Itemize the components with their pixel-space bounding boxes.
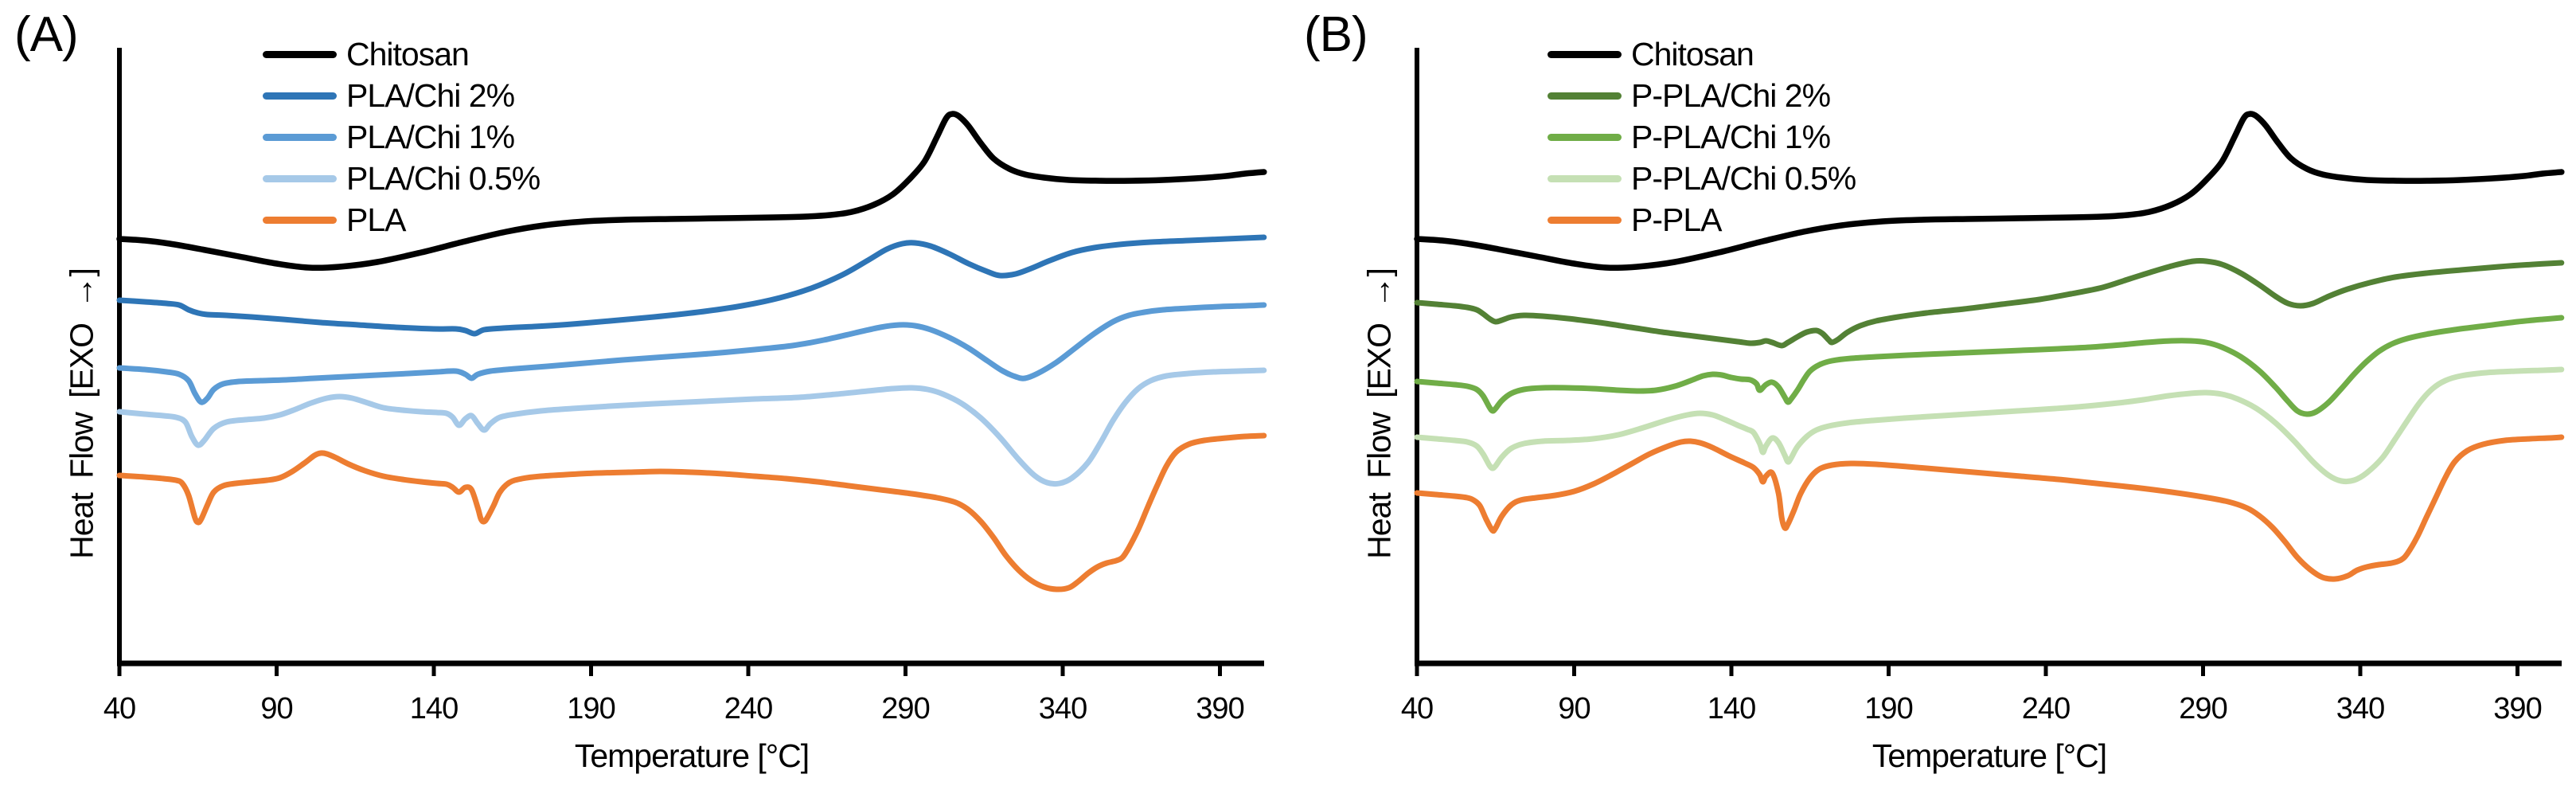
panel-a-legend: Chitosan PLA/Chi 2% PLA/Chi 1% PLA/Chi 0.5%… xyxy=(263,33,541,240)
legend-swatch xyxy=(263,92,337,100)
legend-swatch xyxy=(263,50,337,58)
legend-label: Chitosan xyxy=(346,35,470,72)
panel-a-x-axis-title: Temperature [°C] xyxy=(574,737,810,774)
panel-b-legend: Chitosan P-PLA/Chi 2% P-PLA/Chi 1% P-PLA/Ch… xyxy=(1548,33,1856,240)
legend-swatch xyxy=(1548,216,1622,224)
panel-b-x-tick-label: 240 xyxy=(2022,692,2070,725)
panel-b-x-tick-label: 190 xyxy=(1864,692,1912,725)
legend-item: PLA/Chi 1% xyxy=(263,116,540,158)
panel-b-x-tick-label: 290 xyxy=(2179,692,2227,725)
panel-b-curve-p-pla-chi-1- xyxy=(1414,315,2565,417)
panel-a-curve-chitosan xyxy=(116,111,1267,272)
panel-b-x-tick-label: 340 xyxy=(2336,692,2384,725)
panel-a-x-tick-label: 140 xyxy=(410,692,458,725)
legend-item: PLA xyxy=(263,199,540,240)
legend-label: PLA/Chi 0.5% xyxy=(346,159,541,197)
legend-item: P-PLA/Chi 1% xyxy=(1548,116,1856,158)
panel-b-curve-p-pla-chi-0-5- xyxy=(1414,366,2565,485)
panel-b-plot-group: 40 90 140 190 240 290 340 390 xyxy=(1401,48,2565,725)
panel-b-curve-p-pla-chi-2- xyxy=(1414,257,2565,349)
panel-a-x-tick-label: 90 xyxy=(260,692,292,725)
legend-label: Chitosan xyxy=(1631,35,1754,72)
legend-label: PLA/Chi 1% xyxy=(346,118,515,155)
legend-item: Chitosan xyxy=(1548,33,1856,75)
legend-swatch xyxy=(1548,92,1622,100)
legend-swatch xyxy=(1548,174,1622,182)
panel-a-curve-pla-chi-1- xyxy=(116,302,1267,405)
legend-item: P-PLA/Chi 0.5% xyxy=(1548,158,1856,199)
panel-a-x-tick-label: 240 xyxy=(724,692,772,725)
panel-a-x-tick-label: 40 xyxy=(103,692,135,725)
panel-b-x-tick-label: 140 xyxy=(1708,692,1755,725)
legend-item: Chitosan xyxy=(263,33,540,75)
legend-swatch xyxy=(263,216,337,224)
panel-b-y-axis-title: Heat Flow [EXO →] xyxy=(1360,268,1398,559)
legend-label: P-PLA xyxy=(1631,201,1722,238)
legend-item: P-PLA xyxy=(1548,199,1856,240)
panel-b-x-tick-label: 90 xyxy=(1558,692,1590,725)
legend-swatch xyxy=(263,174,337,182)
panel-a-x-tick-label: 390 xyxy=(1196,692,1243,725)
panel-a-plot-group: 40 90 140 190 240 290 340 390 xyxy=(103,48,1267,725)
legend-item: PLA/Chi 2% xyxy=(263,75,540,116)
legend-item: PLA/Chi 0.5% xyxy=(263,158,541,199)
legend-swatch xyxy=(263,133,337,141)
panel-a-curve-pla-chi-2- xyxy=(116,234,1267,337)
legend-label: PLA xyxy=(346,201,406,238)
legend-item: P-PLA/Chi 2% xyxy=(1548,75,1856,116)
panel-a-x-tick-label: 340 xyxy=(1039,692,1087,725)
panel-b-x-tick-label: 390 xyxy=(2493,692,2541,725)
legend-swatch xyxy=(1548,133,1622,141)
panel-a-curve-pla xyxy=(116,432,1267,592)
panel-a-x-tick-label: 290 xyxy=(881,692,929,725)
panel-b-curve-p-pla xyxy=(1414,434,2565,582)
panel-b-label: (B) xyxy=(1304,7,1368,62)
legend-label: PLA/Chi 2% xyxy=(346,76,515,114)
panel-b-x-tick-label: 40 xyxy=(1401,692,1433,725)
panel-a-curve-pla-chi-0-5- xyxy=(116,367,1267,487)
panel-b-curve-chitosan xyxy=(1414,111,2565,272)
legend-swatch xyxy=(1548,50,1622,58)
legend-label: P-PLA/Chi 1% xyxy=(1631,118,1831,155)
panel-a-label: (A) xyxy=(14,7,79,62)
legend-label: P-PLA/Chi 2% xyxy=(1631,76,1831,114)
panel-a-y-axis-title: Heat Flow [EXO →] xyxy=(63,268,100,559)
legend-label: P-PLA/Chi 0.5% xyxy=(1631,159,1856,197)
panel-b-x-axis-title: Temperature [°C] xyxy=(1872,737,2107,774)
panel-a-x-tick-label: 190 xyxy=(567,692,615,725)
